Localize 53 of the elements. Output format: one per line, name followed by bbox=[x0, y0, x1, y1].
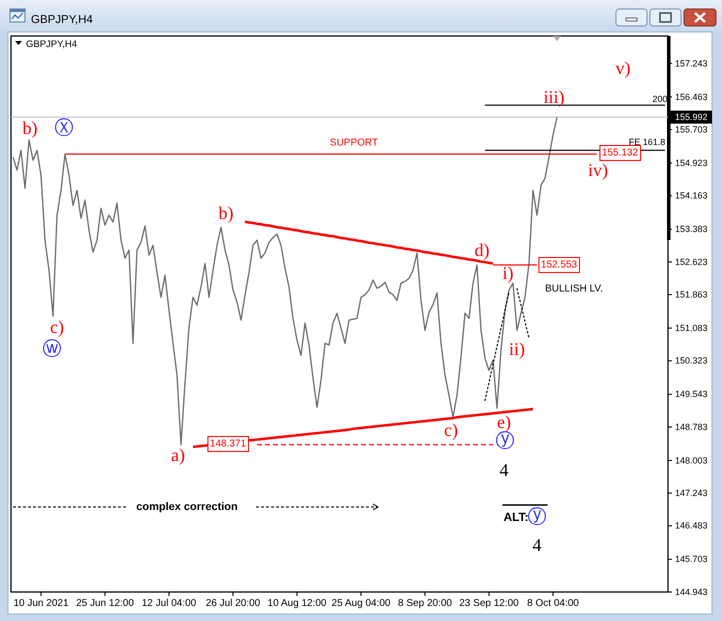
annotation: complex correction bbox=[136, 501, 238, 513]
annotation: e) bbox=[497, 412, 511, 432]
annotation: c) bbox=[50, 317, 64, 337]
annotation: FE 161.8 bbox=[628, 137, 666, 147]
y-tick-label: 148.783 bbox=[675, 422, 708, 432]
y-tick-label: 147.243 bbox=[675, 488, 708, 498]
annotation: ⓦ bbox=[42, 338, 62, 360]
annotation: ii) bbox=[509, 339, 525, 359]
y-tick-label: 146.483 bbox=[675, 520, 708, 531]
y-tick-label: 151.083 bbox=[675, 323, 708, 333]
chart-title: GBPJPY,H4 bbox=[26, 39, 78, 50]
x-tick-label: 8 Oct 04:00 bbox=[527, 598, 580, 610]
y-tick-label: 154.923 bbox=[675, 158, 708, 168]
x-tick-label: 25 Aug 04:00 bbox=[332, 598, 391, 610]
y-tick-label: 156.463 bbox=[675, 92, 708, 102]
annotation: 200 bbox=[652, 94, 668, 104]
annotation: ⓨ bbox=[528, 506, 546, 528]
annotation: BULLISH LV. bbox=[545, 284, 603, 294]
y-tick-label: 157.243 bbox=[675, 58, 708, 68]
x-tick-label: 23 Sep 12:00 bbox=[459, 598, 520, 610]
ref-line-label: 155.992 bbox=[675, 112, 708, 122]
chart-title: GBPJPY,H4 bbox=[31, 14, 93, 26]
annotation: ⓨ bbox=[496, 430, 514, 452]
y-tick-label: 154.163 bbox=[675, 190, 708, 201]
y-tick-label: 145.703 bbox=[675, 554, 708, 564]
annotation: iii) bbox=[544, 87, 565, 107]
y-tick-label: 149.543 bbox=[675, 389, 708, 400]
y-tick-label: 148.003 bbox=[675, 455, 708, 466]
annotation: b) bbox=[22, 118, 38, 138]
annotation: Ⓧ bbox=[54, 117, 74, 139]
x-tick-label: 25 Jun 12:00 bbox=[76, 598, 134, 610]
y-tick-label: 152.623 bbox=[675, 256, 708, 267]
x-tick-label: 10 Aug 12:00 bbox=[268, 598, 327, 610]
annotation: c) bbox=[444, 420, 458, 440]
x-tick-label: 12 Jul 04:00 bbox=[142, 598, 197, 610]
annotation: 4 bbox=[500, 460, 508, 480]
annotation: 4 bbox=[532, 535, 542, 555]
x-tick-label: 8 Sep 20:00 bbox=[398, 598, 452, 610]
x-tick-label: 10 Jun 2021 bbox=[13, 598, 69, 610]
annotation: i) bbox=[502, 263, 514, 283]
annotation: d) bbox=[474, 240, 490, 260]
annotation: v) bbox=[616, 58, 630, 78]
annotation: iv) bbox=[588, 160, 608, 180]
x-tick-label: 26 Jul 20:00 bbox=[206, 598, 261, 610]
y-tick-label: 144.943 bbox=[675, 586, 708, 597]
y-tick-label: 150.323 bbox=[675, 356, 708, 366]
annotation: b) bbox=[218, 203, 234, 223]
annotation: ALT: bbox=[503, 510, 529, 524]
y-tick-label: 153.383 bbox=[675, 224, 708, 234]
annotation: SUPPORT bbox=[330, 138, 378, 148]
y-tick-label: 151.863 bbox=[675, 289, 708, 300]
annotation: a) bbox=[171, 445, 185, 465]
y-tick-label: 155.703 bbox=[675, 124, 708, 134]
